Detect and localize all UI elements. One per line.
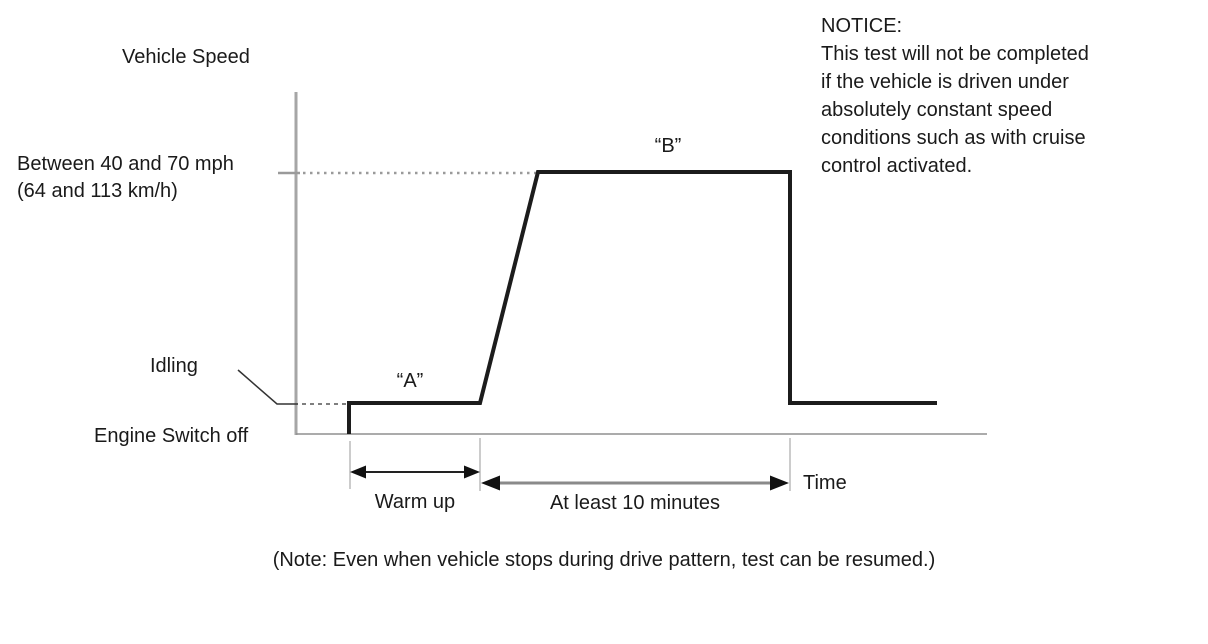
speed-range-label: Between 40 and 70 mph (64 and 113 km/h)	[17, 151, 234, 205]
speed-range-line2: (64 and 113 km/h)	[17, 180, 178, 202]
notice-line: absolutely constant speed	[821, 99, 1053, 121]
duration-arrowhead-right	[770, 475, 789, 491]
phase-b-label: “B”	[654, 135, 682, 157]
warm-up-arrowhead-right	[464, 465, 480, 479]
phase-a-label: “A”	[396, 370, 424, 392]
x-axis-label: Time	[803, 472, 847, 494]
engine-switch-off-label: Engine Switch off	[94, 425, 249, 447]
warm-up-arrowhead-left	[350, 465, 366, 479]
idling-callout-line	[237, 369, 298, 405]
notice-line: if the vehicle is driven under	[821, 71, 1069, 93]
notice-line: conditions such as with cruise	[821, 127, 1086, 149]
y-axis-label: Vehicle Speed	[122, 46, 250, 68]
speed-range-line1: Between 40 and 70 mph	[17, 153, 234, 175]
notice-title: NOTICE:	[821, 15, 903, 37]
duration-arrowhead-left	[481, 475, 500, 491]
footnote: (Note: Even when vehicle stops during dr…	[272, 549, 936, 571]
drive-pattern-line	[347, 170, 937, 434]
duration-label: At least 10 minutes	[549, 492, 721, 514]
idling-label: Idling	[150, 355, 198, 377]
warm-up-label: Warm up	[374, 491, 456, 513]
notice-line: This test will not be completed	[821, 43, 1089, 65]
notice-block: NOTICE: This test will not be completed …	[821, 12, 1191, 180]
notice-line: control activated.	[821, 155, 973, 177]
